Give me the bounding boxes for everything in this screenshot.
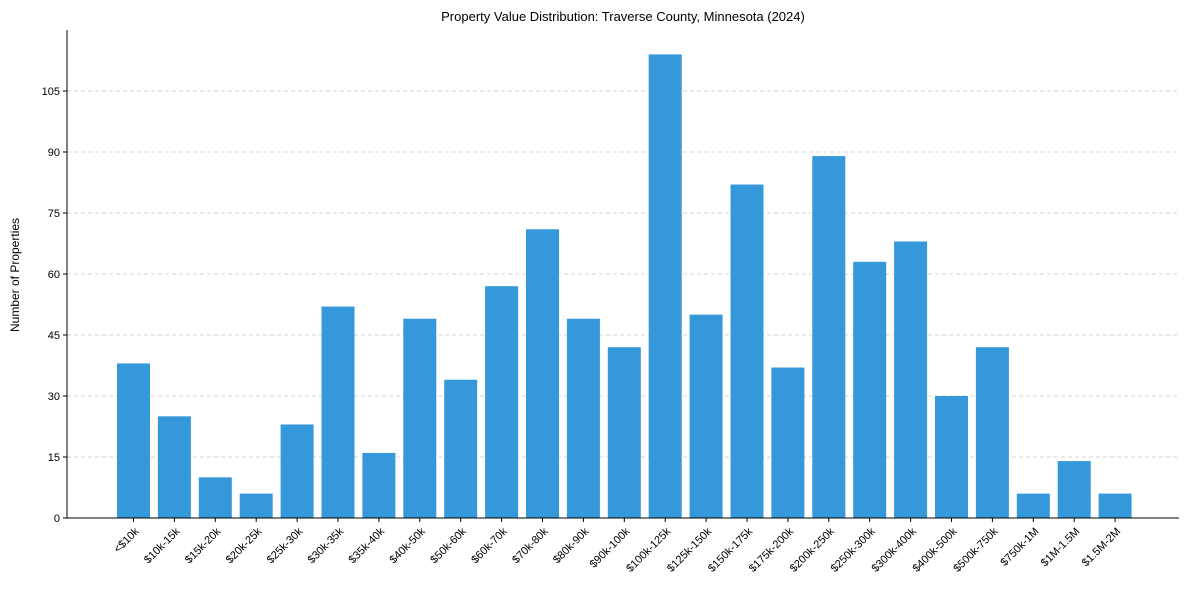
x-tick-label: $80k-90k (551, 525, 592, 566)
bar-4 (280, 424, 314, 518)
y-tick-label: 0 (54, 513, 60, 525)
bar-2 (198, 477, 232, 518)
y-tick-label: 75 (48, 208, 60, 220)
x-tick-label: $25k-30k (265, 525, 306, 566)
bar-24 (1098, 493, 1132, 518)
bar-15 (730, 184, 764, 519)
x-tick-label: $1.5M-2M (1080, 526, 1124, 570)
x-tick-label: $70k-80k (510, 525, 551, 566)
chart-title: Property Value Distribution: Traverse Co… (441, 9, 805, 24)
y-tick-label: 105 (42, 86, 60, 98)
bar-9 (485, 286, 519, 518)
bars (117, 54, 1132, 519)
y-tick-label: 15 (48, 452, 60, 464)
bar-23 (1057, 461, 1091, 518)
x-tick-label: $50k-60k (428, 525, 469, 566)
bar-7 (403, 318, 437, 518)
y-axis-label: Number of Properties (8, 218, 22, 332)
gridlines (67, 90, 1179, 458)
x-tick-label: $15k-20k (183, 525, 224, 566)
y-tick-label: 45 (48, 330, 60, 342)
bar-10 (526, 229, 559, 518)
x-tick-label: $35k-40k (347, 525, 388, 566)
x-tick-label: $10k-15k (142, 525, 183, 566)
bar-5 (321, 306, 355, 518)
x-tick-label: $500k-750k (951, 525, 1000, 574)
x-tick-label: $1M-1.5M (1039, 526, 1083, 570)
bar-21 (975, 347, 1009, 518)
y-tick-label: 60 (48, 269, 60, 281)
bar-19 (894, 241, 928, 518)
bar-1 (157, 416, 191, 518)
bar-12 (607, 347, 641, 518)
bar-22 (1016, 493, 1050, 518)
y-ticks: 0 15 30 45 60 75 90 105 (42, 86, 67, 525)
x-tick-label: $40k-50k (387, 525, 428, 566)
bar-20 (935, 396, 968, 518)
x-tick-label: $30k-35k (306, 525, 347, 566)
x-tick-label: $60k-70k (469, 525, 510, 566)
x-tick-label: $750k-1M (998, 526, 1041, 569)
x-tick-label: <$10k (112, 525, 142, 555)
bar-0 (117, 363, 150, 518)
bar-8 (444, 379, 478, 518)
bar-11 (566, 318, 600, 518)
bar-18 (853, 261, 887, 518)
y-tick-label: 30 (48, 391, 60, 403)
y-tick-label: 90 (48, 147, 60, 159)
bar-6 (362, 452, 396, 518)
bar-17 (812, 156, 846, 519)
bar-16 (771, 367, 805, 518)
bar-13 (648, 54, 682, 519)
x-ticks: <$10k $10k-15k $15k-20k $20k-25k $25k-30k $30… (112, 518, 1123, 575)
bar-14 (689, 314, 723, 518)
x-tick-label: $20k-25k (224, 525, 265, 566)
bar-3 (239, 493, 273, 518)
